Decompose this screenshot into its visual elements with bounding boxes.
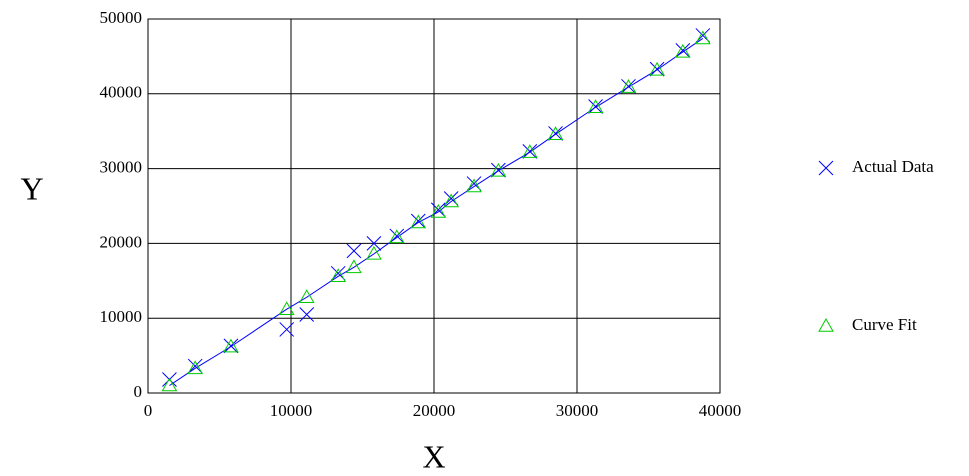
legend-marker [819, 319, 833, 331]
point [280, 322, 294, 336]
point [347, 260, 361, 272]
x-tick-label: 0 [144, 401, 153, 420]
point [431, 205, 445, 217]
point [523, 144, 537, 158]
x-tick-label: 30000 [556, 401, 599, 420]
y-tick-label: 10000 [100, 307, 143, 326]
point [162, 373, 176, 387]
x-axis-title: X [422, 438, 445, 474]
point [347, 244, 361, 258]
chart: X Y 0 10000 20000 30000 40000 0 10000 20000 3000… [0, 0, 969, 476]
point [224, 339, 238, 353]
y-tick-label: 40000 [100, 83, 143, 102]
y-tick-label: 50000 [100, 8, 143, 27]
legend-label: Actual Data [852, 157, 934, 176]
y-tick-label: 20000 [100, 232, 143, 251]
point [300, 307, 314, 321]
x-tick-label: 40000 [699, 401, 742, 420]
y-tick-label: 0 [134, 382, 143, 401]
y-axis-title: Y [20, 170, 43, 206]
point [621, 79, 635, 93]
legend-label: Curve Fit [852, 315, 917, 334]
point [491, 163, 505, 177]
x-tick-label: 10000 [270, 401, 313, 420]
y-tick-label: 30000 [100, 158, 143, 177]
point [589, 100, 603, 114]
legend-marker [819, 161, 833, 175]
point [650, 62, 664, 76]
x-tick-label: 20000 [413, 401, 456, 420]
point [549, 126, 563, 140]
